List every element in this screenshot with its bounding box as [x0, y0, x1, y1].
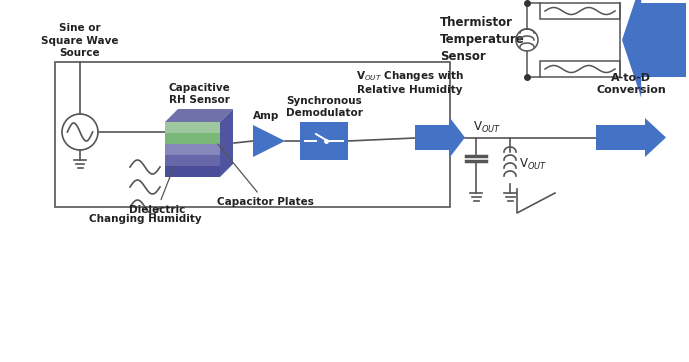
- Polygon shape: [165, 166, 220, 177]
- Text: Changing Humidity: Changing Humidity: [89, 214, 201, 224]
- Text: Synchronous
Demodulator: Synchronous Demodulator: [285, 96, 362, 118]
- Text: Capacitive
RH Sensor: Capacitive RH Sensor: [168, 83, 230, 105]
- Polygon shape: [220, 109, 233, 177]
- Text: Thermistor
Temperature
Sensor: Thermistor Temperature Sensor: [440, 17, 525, 63]
- Polygon shape: [415, 118, 465, 157]
- Text: V$_{OUT}$: V$_{OUT}$: [519, 156, 547, 172]
- Polygon shape: [622, 0, 686, 98]
- Text: Capacitor Plates: Capacitor Plates: [217, 144, 314, 207]
- Polygon shape: [165, 133, 220, 144]
- Bar: [55, 62, 450, 207]
- Polygon shape: [596, 118, 666, 157]
- Bar: [300, 122, 348, 160]
- Text: A-to-D
Conversion: A-to-D Conversion: [596, 73, 666, 95]
- Text: Amp: Amp: [253, 111, 279, 121]
- Text: Sine or
Square Wave
Source: Sine or Square Wave Source: [41, 23, 119, 58]
- Bar: [540, 61, 620, 77]
- Text: V$_{OUT}$: V$_{OUT}$: [473, 120, 501, 135]
- Polygon shape: [165, 144, 220, 155]
- Polygon shape: [253, 125, 285, 157]
- Polygon shape: [165, 109, 233, 122]
- Polygon shape: [165, 122, 220, 133]
- Text: V$_{OUT}$ Changes with
Relative Humidity: V$_{OUT}$ Changes with Relative Humidity: [356, 69, 464, 95]
- Text: Dielectric: Dielectric: [129, 167, 185, 215]
- Polygon shape: [165, 155, 220, 166]
- Bar: [540, 3, 620, 19]
